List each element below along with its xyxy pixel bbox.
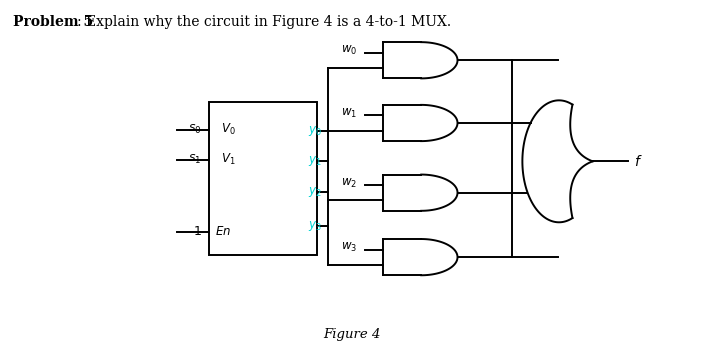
Text: Problem 5: Problem 5 [13, 15, 93, 29]
Text: $s_0$: $s_0$ [188, 123, 202, 136]
Text: $y_2$: $y_2$ [308, 185, 322, 199]
Text: $y_0$: $y_0$ [308, 124, 322, 138]
Bar [209, 102, 316, 255]
Text: $s_1$: $s_1$ [188, 153, 202, 166]
Text: : Explain why the circuit in Figure 4 is a 4-to-1 MUX.: : Explain why the circuit in Figure 4 is… [77, 15, 451, 29]
Text: $y_3$: $y_3$ [308, 218, 322, 233]
Text: $w_{0}$: $w_{0}$ [341, 44, 357, 57]
Text: $V_1$: $V_1$ [221, 152, 236, 167]
Text: $f$: $f$ [635, 154, 643, 169]
Text: $w_{3}$: $w_{3}$ [341, 241, 357, 254]
Text: $w_{1}$: $w_{1}$ [341, 107, 357, 120]
Text: $y_1$: $y_1$ [308, 154, 322, 168]
Text: $En$: $En$ [216, 225, 231, 238]
Text: $1$: $1$ [193, 225, 202, 238]
Text: $w_{2}$: $w_{2}$ [341, 177, 357, 190]
Text: Figure 4: Figure 4 [323, 328, 380, 341]
Text: $V_0$: $V_0$ [221, 122, 236, 137]
